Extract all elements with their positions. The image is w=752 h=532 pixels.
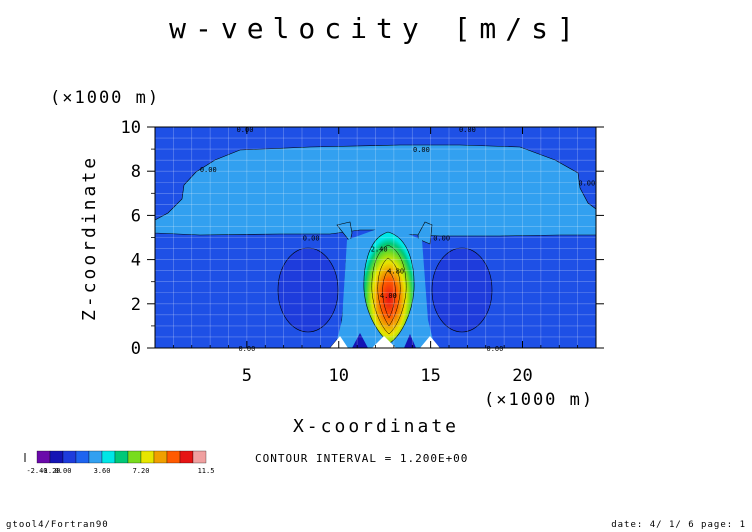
x-tick-label: 10 bbox=[329, 366, 349, 386]
y-tick-label: 2 bbox=[131, 295, 141, 315]
chart-title: w-velocity [m/s] bbox=[169, 12, 583, 45]
contour-label: 4.00 bbox=[380, 292, 397, 300]
x-tick-label: 5 bbox=[242, 366, 252, 386]
contour-label: 0.00 bbox=[459, 126, 476, 134]
x-tick-label: 20 bbox=[512, 366, 532, 386]
contour-label: 0.00 bbox=[487, 345, 504, 353]
surface-notch bbox=[372, 336, 396, 348]
colorbar-swatch bbox=[140, 450, 155, 464]
colorbar-label: 3.60 bbox=[94, 467, 111, 475]
y-axis: 0 2 4 6 8 10 bbox=[121, 118, 604, 359]
colorbar-swatch bbox=[36, 450, 51, 464]
x-unit-label: (×1000 m) bbox=[484, 390, 594, 410]
colorbar-label: 11.5 bbox=[198, 467, 215, 475]
x-axis-title: X-coordinate bbox=[293, 416, 459, 437]
contour-label: 4.80 bbox=[387, 268, 404, 276]
surface-notch bbox=[420, 336, 440, 348]
colorbar-swatch bbox=[127, 450, 142, 464]
contour-labels: 0.00 0.00 0.00 0.00 0.00 0.00 0.00 2.40 4.80 4.00… bbox=[200, 126, 595, 353]
contour-label: 0.00 bbox=[433, 235, 450, 243]
colorbar-swatch bbox=[62, 450, 77, 464]
y-unit-label: (×1000 m) bbox=[50, 88, 160, 108]
colorbar-swatch bbox=[114, 450, 129, 464]
contour-interval: CONTOUR INTERVAL = 1.200E+00 bbox=[255, 452, 468, 465]
contour-label: 0.00 bbox=[578, 179, 595, 187]
grid bbox=[155, 127, 596, 348]
y-tick-label: 8 bbox=[131, 162, 141, 182]
contour-label: 0.00 bbox=[200, 166, 217, 174]
plot-area: 0.00 0.00 0.00 0.00 0.00 0.00 0.00 2.40 4.80 4.00… bbox=[121, 118, 604, 386]
downdraft-right bbox=[431, 247, 493, 333]
contour-label: 2.40 bbox=[371, 246, 388, 254]
colorbar: -2.40-1.200.00 3.60 7.20 11.5 bbox=[24, 450, 215, 475]
footer-right: date: 4/ 1/ 6 page: 1 bbox=[611, 520, 746, 530]
x-axis: 5 10 15 20 bbox=[172, 127, 579, 386]
colorbar-swatch bbox=[192, 450, 207, 464]
y-tick-label: 4 bbox=[131, 251, 141, 271]
colorbar-swatch bbox=[75, 450, 90, 464]
colorbar-label: 7.20 bbox=[133, 467, 150, 475]
colorbar-label: 0.00 bbox=[55, 467, 72, 475]
colorbar-label: -2.40 bbox=[26, 467, 47, 475]
y-tick-label: 10 bbox=[121, 118, 141, 138]
contour-label: 0.00 bbox=[303, 235, 320, 243]
y-tick-label: 0 bbox=[131, 339, 141, 359]
surface-notch-fill bbox=[404, 334, 416, 348]
downdraft-left bbox=[277, 247, 339, 333]
y-tick-label: 6 bbox=[131, 206, 141, 226]
contour-label: 0.00 bbox=[413, 146, 430, 154]
surface-notch-fill bbox=[352, 333, 368, 348]
colorbar-swatch bbox=[153, 450, 168, 464]
footer-left: gtool4/Fortran90 bbox=[6, 520, 109, 530]
y-axis-title: Z-coordinate bbox=[79, 155, 100, 321]
colorbar-swatch bbox=[49, 450, 64, 464]
contour-label: 0.00 bbox=[237, 126, 254, 134]
colorbar-swatch bbox=[166, 450, 181, 464]
colorbar-label: -1.20 bbox=[39, 467, 60, 475]
colorbar-swatch bbox=[88, 450, 103, 464]
x-tick-label: 15 bbox=[420, 366, 440, 386]
colorbar-swatch bbox=[101, 450, 116, 464]
colorbar-swatch bbox=[179, 450, 194, 464]
contour-label: 0.00 bbox=[238, 345, 255, 353]
